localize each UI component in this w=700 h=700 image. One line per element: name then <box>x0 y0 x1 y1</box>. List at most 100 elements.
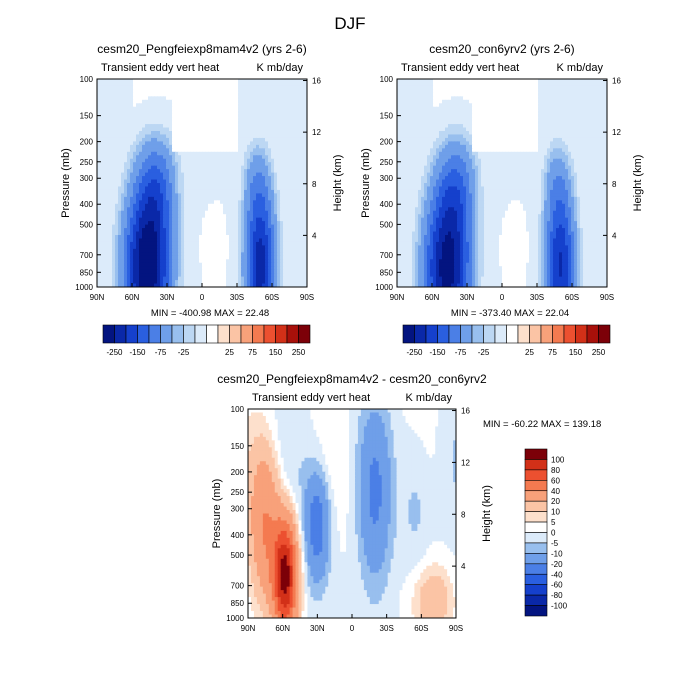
contour-cell <box>118 117 122 122</box>
contour-cell <box>292 224 296 229</box>
contour-cell <box>286 245 290 250</box>
contour-cell <box>136 193 140 198</box>
contour-cell <box>151 117 155 122</box>
contour-cell <box>283 280 287 285</box>
contour-cell <box>214 82 218 87</box>
contour-cell <box>232 89 236 94</box>
contour-cell <box>262 196 266 201</box>
contour-cell <box>190 134 194 139</box>
contour-cell <box>202 179 206 184</box>
contour-cell <box>196 266 200 271</box>
contour-cell <box>163 283 167 287</box>
contour-cell <box>472 99 476 104</box>
contour-cell <box>100 203 104 208</box>
contour-cell <box>181 221 185 226</box>
contour-cell <box>223 106 227 111</box>
contour-cell <box>283 203 287 208</box>
contour-cell <box>229 131 233 136</box>
contour-cell <box>220 255 224 260</box>
contour-cell <box>106 131 110 136</box>
contour-cell <box>154 235 158 240</box>
contour-cell <box>217 283 221 287</box>
contour-cell <box>406 103 410 108</box>
contour-cell <box>241 241 245 246</box>
contour-cell <box>115 241 119 246</box>
contour-cell <box>235 113 239 118</box>
contour-cell <box>229 176 233 181</box>
contour-cell <box>115 273 119 278</box>
contour-cell <box>286 228 290 233</box>
contour-cell <box>127 217 131 222</box>
contour-cell <box>124 214 128 219</box>
contour-cell <box>259 144 263 149</box>
contour-cell <box>175 255 179 260</box>
contour-cell <box>277 106 281 111</box>
contour-cell <box>130 113 134 118</box>
contour-cell <box>142 262 146 267</box>
contour-cell <box>148 259 152 264</box>
contour-cell <box>121 124 125 129</box>
contour-cell <box>169 134 173 139</box>
contour-cell <box>559 106 563 111</box>
contour-cell <box>196 241 200 246</box>
contour-cell <box>289 221 293 226</box>
contour-cell <box>109 110 113 115</box>
contour-cell <box>115 200 119 205</box>
contour-cell <box>202 228 206 233</box>
contour-cell <box>439 92 443 97</box>
contour-cell <box>286 169 290 174</box>
contour-cell <box>97 276 101 281</box>
contour-cell <box>490 106 494 111</box>
contour-cell <box>142 179 146 184</box>
contour-cell <box>199 141 203 146</box>
contour-cell <box>511 103 515 108</box>
contour-cell <box>274 113 278 118</box>
contour-cell <box>295 283 299 287</box>
contour-cell <box>187 134 191 139</box>
contour-cell <box>280 189 284 194</box>
contour-cell <box>265 200 269 205</box>
contour-cell <box>244 165 248 170</box>
contour-cell <box>436 92 440 97</box>
contour-cell <box>196 155 200 160</box>
contour-cell <box>163 280 167 285</box>
contour-cell <box>208 113 212 118</box>
contour-cell <box>562 106 566 111</box>
contour-cell <box>565 103 569 108</box>
contour-cell <box>100 110 104 115</box>
contour-cell <box>142 217 146 222</box>
contour-cell <box>175 124 179 129</box>
contour-cell <box>196 165 200 170</box>
contour-cell <box>229 217 233 222</box>
contour-cell <box>97 106 101 111</box>
contour-cell <box>202 79 206 84</box>
contour-cell <box>274 169 278 174</box>
contour-cell <box>235 92 239 97</box>
contour-cell <box>196 262 200 267</box>
contour-cell <box>160 252 164 257</box>
contour-cell <box>268 141 272 146</box>
contour-cell <box>217 276 221 281</box>
contour-cell <box>235 276 239 281</box>
contour-cell <box>289 89 293 94</box>
contour-cell <box>295 200 299 205</box>
contour-cell <box>145 255 149 260</box>
contour-cell <box>169 221 173 226</box>
contour-cell <box>115 151 119 156</box>
contour-cell <box>304 207 307 212</box>
contour-cell <box>103 183 107 188</box>
contour-cell <box>166 151 170 156</box>
contour-cell <box>142 176 146 181</box>
contour-cell <box>190 113 194 118</box>
contour-cell <box>223 252 227 257</box>
contour-cell <box>235 196 239 201</box>
contour-cell <box>103 148 107 153</box>
contour-cell <box>304 179 307 184</box>
x-tick-label: 30S <box>230 293 244 302</box>
contour-cell <box>277 92 281 97</box>
contour-cell <box>136 228 140 233</box>
contour-cell <box>160 134 164 139</box>
contour-cell <box>256 259 260 264</box>
contour-cell <box>169 217 173 222</box>
contour-cell <box>217 193 221 198</box>
